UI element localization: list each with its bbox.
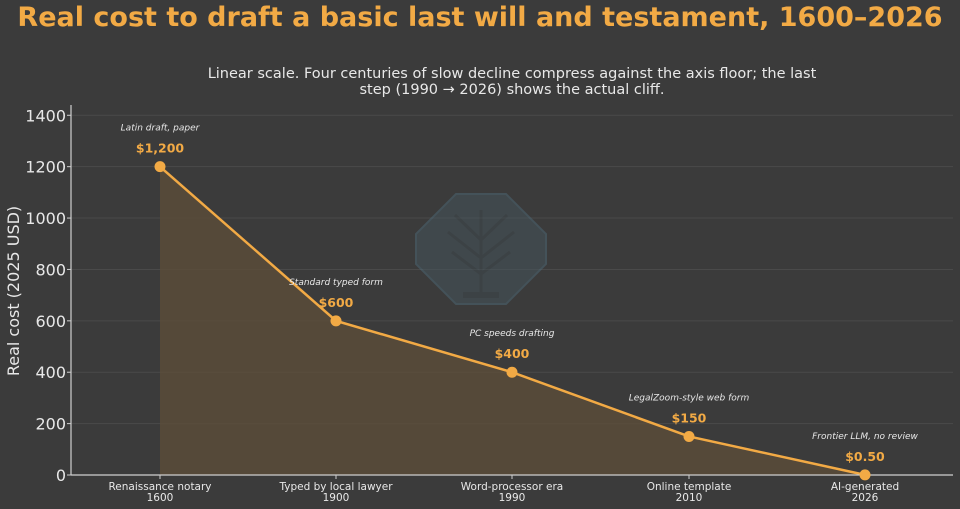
x-tick-label-0: Renaissance notary: [108, 481, 211, 493]
y-tick-label-7: 1400: [25, 106, 66, 125]
annotation-2: PC speeds drafting: [470, 329, 555, 339]
x-tick-year-0: 1600: [147, 492, 174, 504]
y-tick-label-6: 1200: [25, 158, 66, 177]
x-tick-year-1: 1900: [323, 492, 350, 504]
data-point-0: [154, 161, 166, 173]
chart-title: Real cost to draft a basic last will and…: [17, 2, 942, 33]
x-tick-label-4: AI-generated: [831, 481, 899, 493]
annotation-3: LegalZoom-style web form: [629, 393, 750, 403]
data-points: [154, 161, 871, 481]
value-label-2: $400: [495, 346, 530, 361]
data-labels: $1,200 Latin draft, paper $600 Standard typ…: [121, 124, 919, 464]
seal-watermark: [415, 193, 547, 305]
x-tick-year-2: 1990: [499, 492, 526, 504]
annotation-4: Frontier LLM, no review: [812, 432, 918, 442]
y-tick-label-3: 600: [35, 312, 66, 331]
annotation-1: Standard typed form: [289, 278, 383, 288]
value-label-4: $0.50: [845, 449, 885, 464]
area-fill: [160, 166, 865, 475]
value-label-1: $600: [319, 295, 354, 310]
y-tick-label-0: 0: [56, 466, 66, 485]
x-tick-label-2: Word-processor era: [461, 481, 563, 493]
chart-subtitle-line-2: step (1990 → 2026) shows the actual clif…: [360, 82, 665, 98]
value-label-0: $1,200: [136, 141, 185, 156]
x-tick-year-3: 2010: [676, 492, 703, 504]
y-tick-label-4: 800: [35, 260, 66, 279]
axes: [67, 105, 953, 479]
data-point-2: [506, 366, 518, 378]
annotation-0: Latin draft, paper: [121, 124, 201, 134]
x-tick-label-3: Online template: [647, 481, 732, 493]
value-label-3: $150: [672, 410, 707, 425]
y-tick-label-5: 1000: [25, 209, 66, 228]
x-tick-label-1: Typed by local lawyer: [278, 481, 393, 493]
y-tick-labels: 0 200 400 600 800 1000 1200 1400: [25, 106, 66, 485]
x-tick-year-4: 2026: [852, 492, 879, 504]
y-tick-label-1: 200: [35, 415, 66, 434]
chart-subtitle-line-1: Linear scale. Four centuries of slow dec…: [208, 66, 817, 82]
data-point-3: [683, 430, 695, 442]
data-point-4: [859, 469, 871, 481]
data-point-1: [330, 315, 342, 327]
y-axis-label: Real cost (2025 USD): [4, 206, 23, 376]
y-tick-label-2: 400: [35, 363, 66, 382]
